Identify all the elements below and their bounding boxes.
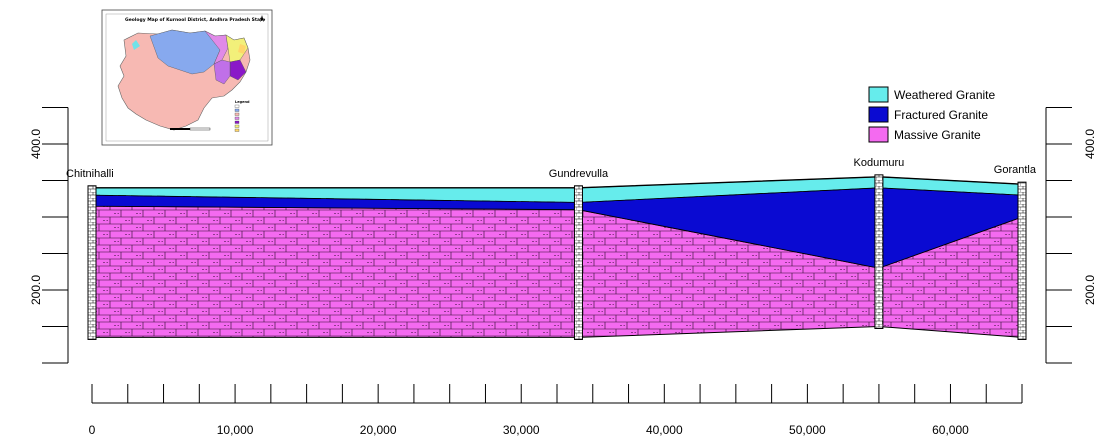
legend-label: Fractured Granite	[894, 108, 988, 122]
x-tick-label: 30,000	[503, 423, 540, 437]
inset-legend-heading: Legend	[235, 100, 250, 104]
x-tick-label: 50,000	[789, 423, 826, 437]
well-gorantla	[1017, 181, 1027, 340]
legend-swatch	[868, 106, 889, 123]
well-kodumuru	[874, 174, 884, 329]
x-tick-label: 20,000	[360, 423, 397, 437]
y-tick-label: 400.0	[1083, 129, 1097, 159]
x-tick-label: 40,000	[646, 423, 683, 437]
y-tick-label: 200.0	[1083, 275, 1097, 305]
y-axis-left: 400.0 200.0	[29, 107, 69, 364]
cross-section-layers	[91, 176, 1023, 338]
y-axis-right: 400.0 200.0	[1045, 107, 1097, 364]
well-label: Kodumuru	[854, 157, 905, 169]
well-label: Chitnihalli	[66, 168, 114, 180]
well-gundrevulla	[573, 185, 583, 340]
well-label: Gundrevulla	[549, 168, 609, 180]
x-axis-distance: 0 10,000 20,000 30,000 40,000 50,000 60,000	[89, 384, 1023, 437]
inset-location-map: Geology Map of Kurnool District, Andhra …	[101, 9, 273, 146]
wells: Chitnihalli Gundrevulla Kodumuru Gorantla	[66, 157, 1037, 340]
ground-surface-line	[92, 176, 1023, 189]
legend: Weathered Granite Fractured Granite Massiv…	[868, 86, 995, 143]
y-tick-label: 200.0	[29, 275, 43, 305]
x-tick-label: 60,000	[932, 423, 969, 437]
legend-swatch	[868, 86, 889, 103]
x-tick-label: 10,000	[217, 423, 254, 437]
legend-label: Massive Granite	[894, 128, 981, 142]
well-chitnihalli	[87, 185, 97, 340]
well-label: Gorantla	[994, 164, 1037, 176]
legend-swatch	[868, 126, 889, 143]
weathered-base-line	[91, 187, 1023, 203]
x-tick-label: 0	[89, 423, 96, 437]
legend-label: Weathered Granite	[894, 88, 995, 102]
inset-title: Geology Map of Kurnool District, Andhra …	[125, 17, 265, 23]
y-tick-label: 400.0	[29, 129, 43, 159]
